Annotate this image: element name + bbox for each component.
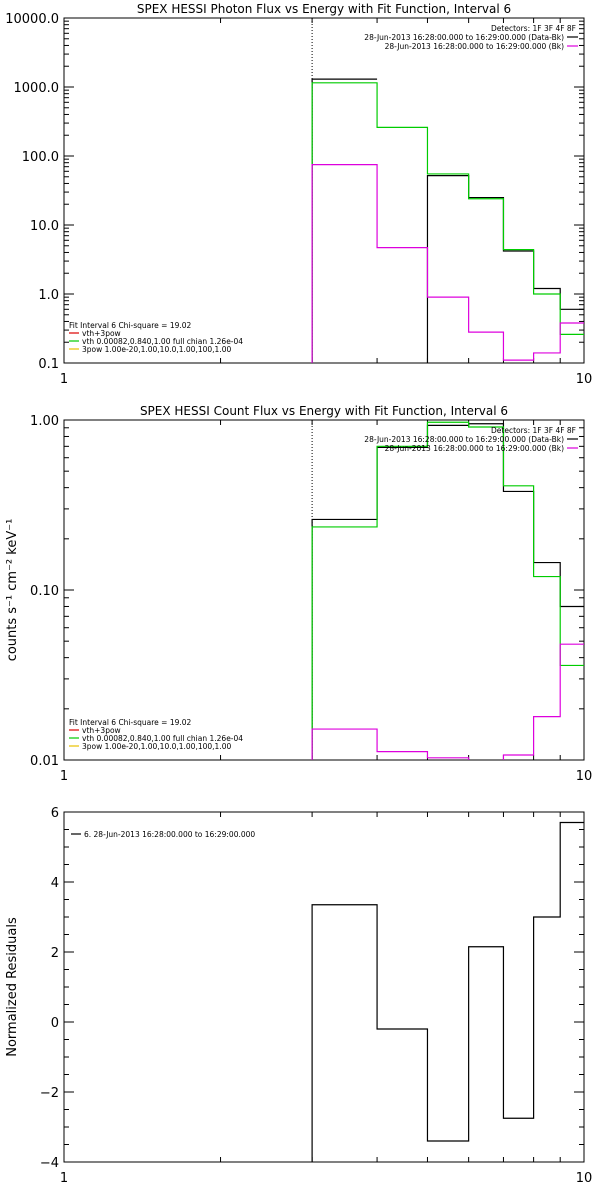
legend-fit-entry: vth+3pow (82, 329, 121, 338)
plot-frame (63, 17, 585, 364)
legend-entry-text: 28-Jun-2013 16:28:00.000 to 16:29:00.000… (385, 444, 564, 453)
legend-fit-header: Fit Interval 6 Chi-square = 19.02 (69, 718, 192, 727)
y-axis-label: counts s⁻¹ cm⁻² keV⁻¹ (5, 519, 20, 662)
chart-panel-1: SPEX HESSI Photon Flux vs Energy with Fi… (5, 2, 592, 387)
legend-fit-entry: vth 0.00082,0.840,1.00 full chian 1.26e-… (82, 337, 243, 346)
plot-frame (63, 811, 585, 1163)
y-tick-label: 1.00 (30, 414, 59, 429)
y-tick-label: −2 (40, 1086, 59, 1101)
y-tick-label: 1000.0 (14, 81, 60, 96)
chart-title: SPEX HESSI Photon Flux vs Energy with Fi… (137, 2, 511, 16)
y-tick-label: 0.1 (38, 357, 59, 372)
y-tick-label: −4 (40, 1156, 59, 1171)
y-tick-label: 6 (51, 806, 59, 821)
chart-panel-3: 1 10 −4 −2 0 2 4 6 Normalized Residuals 6. 28-Jun… (5, 806, 592, 1186)
legend-residual-entry: 6. 28-Jun-2013 16:28:00.000 to 16:29:00.… (84, 830, 255, 839)
series-total-line (311, 421, 584, 760)
legend-fit-entry: vth 0.00082,0.840,1.00 full chian 1.26e-… (82, 734, 243, 743)
series-total-line (311, 82, 584, 363)
y-tick-label: 1.0 (38, 288, 59, 303)
series-data-line (311, 423, 584, 760)
x-tick-label: 10 (576, 1171, 593, 1186)
chart-panel-2: SPEX HESSI Count Flux vs Energy with Fit… (5, 404, 592, 784)
y-tick-label: 10000.0 (5, 12, 59, 27)
y-tick-label: 2 (51, 946, 59, 961)
y-tick-label: 100.0 (22, 150, 59, 165)
chart-title: SPEX HESSI Count Flux vs Energy with Fit… (140, 404, 508, 418)
plot-frame (63, 419, 585, 761)
y-axis-label: Normalized Residuals (5, 917, 20, 1057)
legend-detectors: Detectors: 1F 3F 4F 8F (491, 24, 576, 33)
legend-fit-entry: 3pow 1.00e-20,1.00,10.0,1.00,100,1.00 (82, 742, 231, 751)
legend-fit-header: Fit Interval 6 Chi-square = 19.02 (69, 321, 192, 330)
series-data-line (311, 78, 584, 363)
x-tick-label: 1 (60, 769, 68, 784)
x-tick-label: 10 (576, 372, 593, 387)
legend-fit-entry: vth+3pow (82, 726, 121, 735)
y-tick-label: 0.01 (30, 754, 59, 769)
series-comp-line (311, 643, 584, 760)
x-tick-label: 1 (60, 1171, 68, 1186)
y-tick-label: 4 (51, 876, 59, 891)
x-tick-label: 1 (60, 372, 68, 387)
y-tick-label: 0.10 (30, 584, 59, 599)
y-tick-label: 0 (51, 1016, 59, 1031)
x-tick-label: 10 (576, 769, 593, 784)
legend-detectors: Detectors: 1F 3F 4F 8F (491, 426, 576, 435)
legend-entry-text: 28-Jun-2013 16:28:00.000 to 16:29:00.000… (364, 435, 564, 444)
legend-fit-entry: 3pow 1.00e-20,1.00,10.0,1.00,100,1.00 (82, 345, 231, 354)
series-comp-line (311, 164, 584, 363)
series-residuals-line (311, 821, 584, 1162)
legend-entry-text: 28-Jun-2013 16:28:00.000 to 16:29:00.000… (385, 42, 564, 51)
y-tick-label: 10.0 (30, 219, 59, 234)
legend-entry-text: 28-Jun-2013 16:28:00.000 to 16:29:00.000… (364, 33, 564, 42)
